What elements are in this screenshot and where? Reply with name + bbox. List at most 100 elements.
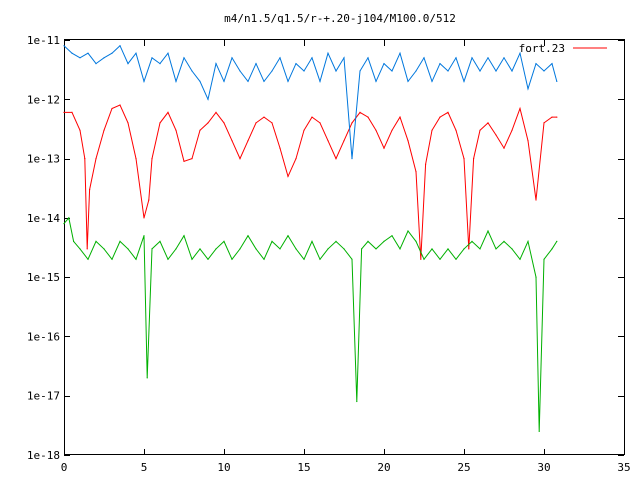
- legend-label: fort.23: [519, 42, 565, 55]
- y-tick-label: 1e-11: [27, 34, 60, 47]
- data-point: [127, 122, 129, 124]
- data-point: [231, 140, 233, 142]
- data-point: [207, 98, 209, 100]
- data-point: [103, 248, 105, 250]
- data-point: [159, 122, 161, 124]
- data-point: [263, 80, 265, 82]
- data-point: [551, 116, 553, 118]
- data-point: [543, 258, 545, 260]
- data-point: [351, 122, 353, 124]
- data-point: [223, 122, 225, 124]
- data-point: [420, 258, 422, 260]
- data-point: [231, 258, 233, 260]
- data-point: [447, 248, 449, 250]
- x-tick-label: 25: [457, 461, 470, 474]
- data-point: [199, 80, 201, 82]
- data-point: [287, 235, 289, 237]
- data-point: [319, 122, 321, 124]
- data-point: [207, 258, 209, 260]
- data-point: [356, 400, 358, 403]
- data-point: [519, 52, 521, 54]
- data-point: [95, 63, 97, 65]
- data-point: [111, 258, 113, 260]
- data-point: [215, 111, 217, 113]
- data-point: [479, 248, 481, 250]
- data-point: [127, 63, 129, 65]
- data-point: [335, 158, 337, 160]
- data-point: [151, 248, 153, 250]
- data-point: [487, 57, 489, 59]
- data-point: [375, 129, 377, 131]
- data-point: [175, 129, 177, 131]
- data-point: [183, 235, 185, 237]
- data-point: [479, 70, 481, 72]
- data-point: [471, 240, 473, 242]
- data-point: [135, 258, 137, 260]
- data-point: [343, 57, 345, 59]
- data-point: [335, 240, 337, 242]
- data-point: [89, 189, 91, 191]
- data-point: [391, 129, 393, 131]
- data-point: [399, 248, 401, 250]
- data-point: [439, 63, 441, 65]
- data-point: [63, 45, 65, 47]
- data-point: [311, 116, 313, 118]
- data-point: [556, 116, 558, 118]
- data-point: [361, 248, 363, 250]
- data-point: [327, 248, 329, 250]
- data-point: [343, 140, 345, 142]
- data-point: [175, 248, 177, 250]
- series-2: [63, 44, 558, 160]
- data-point: [556, 240, 558, 242]
- data-point: [87, 52, 89, 54]
- data-point: [556, 80, 558, 82]
- plot-frame: [64, 39, 625, 455]
- data-point: [215, 63, 217, 65]
- data-point: [87, 258, 89, 260]
- data-point: [239, 70, 241, 72]
- legend: fort.23: [519, 42, 607, 55]
- data-point: [367, 240, 369, 242]
- data-point: [527, 88, 529, 90]
- data-point: [151, 57, 153, 59]
- data-point: [167, 111, 169, 113]
- data-point: [399, 116, 401, 118]
- x-tick-label: 30: [537, 461, 550, 474]
- data-point: [223, 240, 225, 242]
- data-point: [263, 116, 265, 118]
- data-point: [367, 116, 369, 118]
- data-point: [207, 122, 209, 124]
- data-point: [335, 70, 337, 72]
- data-point: [167, 258, 169, 260]
- data-point: [527, 140, 529, 142]
- data-point: [538, 430, 540, 432]
- data-point: [535, 276, 537, 278]
- data-point: [543, 122, 545, 124]
- data-point: [327, 52, 329, 54]
- data-point: [463, 248, 465, 250]
- data-point: [359, 111, 361, 113]
- data-point: [343, 248, 345, 250]
- data-point: [407, 230, 409, 232]
- data-point: [391, 70, 393, 72]
- x-tick-label: 15: [297, 461, 310, 474]
- data-point: [223, 80, 225, 82]
- data-point: [287, 80, 289, 82]
- data-point: [471, 57, 473, 59]
- data-point: [383, 240, 385, 242]
- data-point: [199, 129, 201, 131]
- data-point: [415, 171, 417, 173]
- data-point: [255, 63, 257, 65]
- data-point: [503, 147, 505, 149]
- data-point: [495, 70, 497, 72]
- data-point: [495, 134, 497, 136]
- data-point: [495, 248, 497, 250]
- data-point: [391, 235, 393, 237]
- data-point: [447, 111, 449, 113]
- data-point: [119, 104, 121, 106]
- data-point: [319, 258, 321, 260]
- data-point: [487, 122, 489, 124]
- data-point: [383, 147, 385, 149]
- y-tick-label: 1e-13: [27, 153, 60, 166]
